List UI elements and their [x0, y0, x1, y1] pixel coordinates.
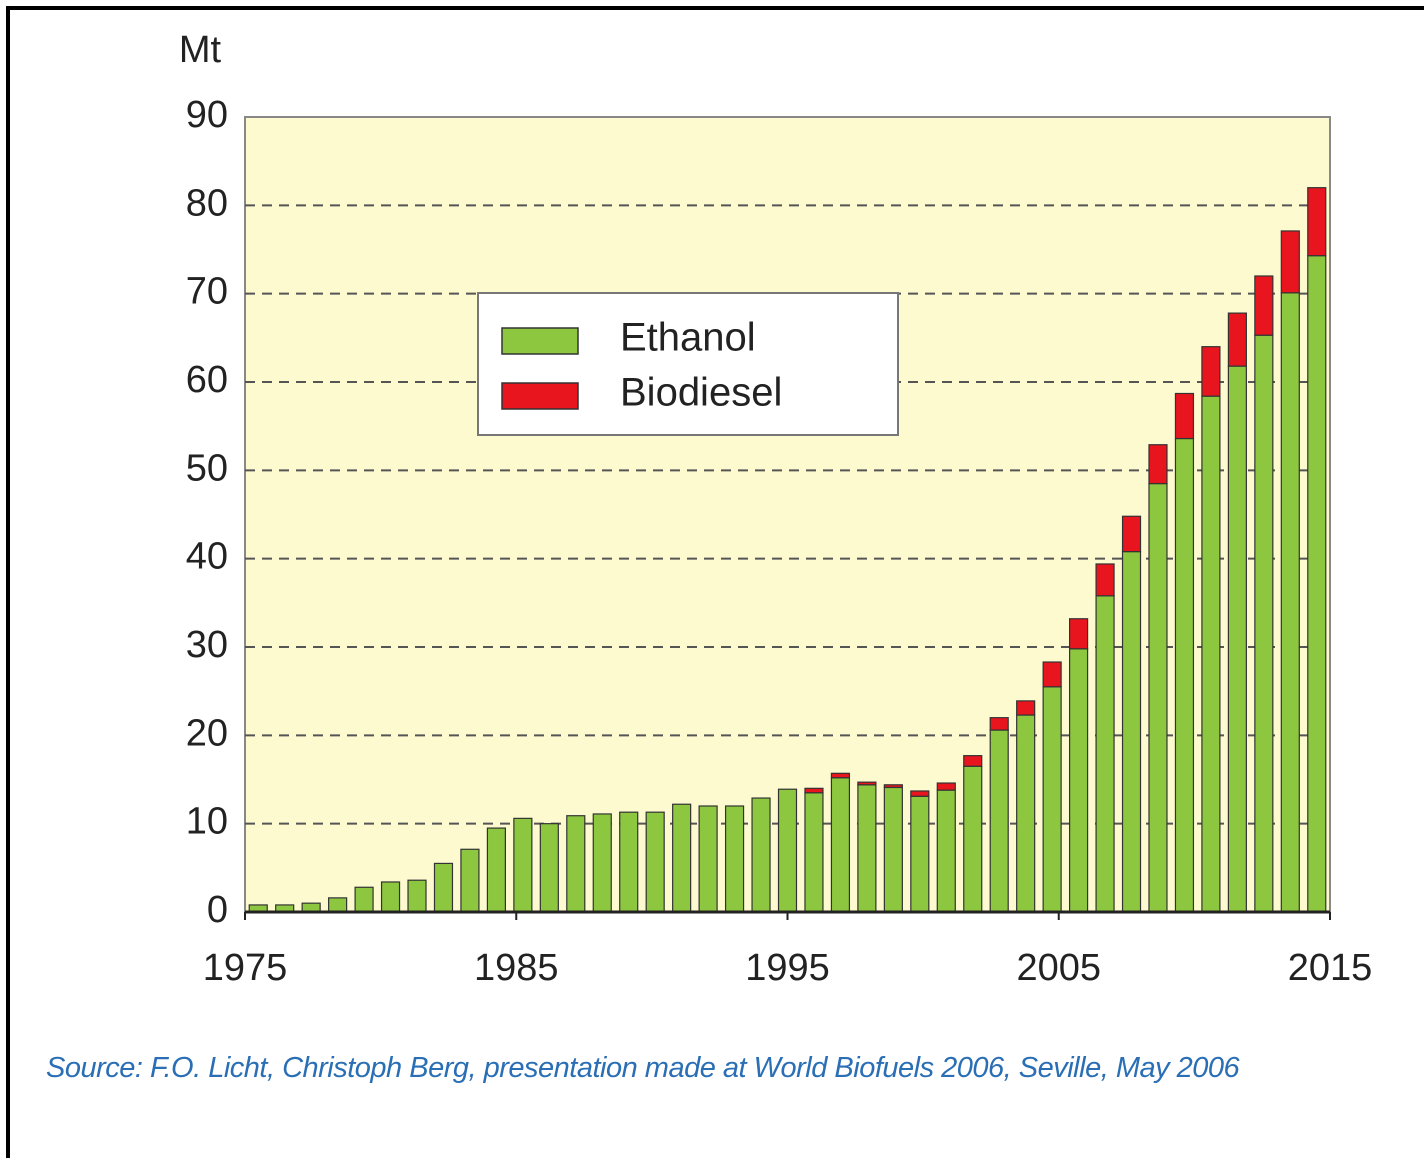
bar-segment [592, 813, 612, 913]
legend-swatch [501, 327, 579, 355]
y-axis-label: Mt [179, 29, 222, 71]
bar-segment [1174, 392, 1195, 440]
y-tick-label: 70 [186, 271, 228, 313]
bar-segment [1201, 346, 1221, 397]
x-tick-label: 1975 [203, 947, 288, 989]
y-tick-label: 80 [186, 182, 228, 224]
bar-segment [936, 782, 956, 791]
bar-segment [1016, 714, 1036, 913]
bar-segment [1095, 595, 1115, 913]
bar-segment [883, 784, 903, 789]
bar-segment [1280, 292, 1300, 913]
legend-swatch [501, 382, 579, 410]
bar-segment [963, 755, 983, 767]
bar-segment [1121, 550, 1142, 913]
bar-segment [989, 729, 1009, 913]
bar-segment [698, 805, 718, 913]
bar-segment [1227, 312, 1247, 367]
bar-segment [1280, 230, 1300, 294]
legend [477, 292, 899, 436]
bar-segment [883, 786, 903, 913]
bar-segment [936, 789, 956, 913]
bar-segment [857, 784, 877, 913]
bar-segment [777, 788, 798, 913]
bar-segment [1068, 618, 1089, 650]
bar-segment [354, 886, 374, 913]
bar-segment [1148, 444, 1168, 485]
bar-segment [910, 790, 930, 797]
bar-segment [724, 805, 745, 913]
bar-segment [328, 897, 348, 913]
bar-segment [1042, 661, 1062, 688]
bar-segment [407, 879, 427, 913]
bar-segment [804, 792, 824, 913]
frame [6, 6, 1424, 1158]
bar-segment [433, 862, 454, 913]
x-tick-label: 1995 [745, 947, 830, 989]
bar-segment [513, 817, 533, 913]
legend-label: Ethanol [620, 316, 756, 360]
bar-segment [1254, 334, 1274, 913]
bar-segment [619, 811, 639, 913]
source-note: Source: F.O. Licht, Christoph Berg, pres… [46, 1052, 1240, 1084]
bar-segment [751, 797, 771, 913]
x-tick-label: 2005 [1016, 947, 1101, 989]
bar-segment [1148, 482, 1168, 913]
bar-segment [989, 717, 1009, 731]
bar-segment [804, 787, 824, 794]
y-tick-label: 50 [186, 447, 228, 489]
bar-segment [539, 823, 559, 913]
bar-segment [1068, 648, 1089, 913]
bar-segment [910, 795, 930, 913]
bar-segment [1016, 700, 1036, 716]
y-tick-label: 20 [186, 712, 228, 754]
y-tick-label: 90 [186, 94, 228, 136]
bar-segment [1254, 275, 1274, 336]
y-tick-label: 40 [186, 536, 228, 578]
y-tick-label: 30 [186, 624, 228, 666]
bar-segment [963, 765, 983, 913]
bar-segment [1227, 365, 1247, 913]
bar-segment [1201, 395, 1221, 913]
bar-segment [857, 781, 877, 786]
y-tick-label: 60 [186, 359, 228, 401]
bar-segment [460, 848, 480, 913]
bar-segment [486, 827, 506, 913]
bar-segment [566, 815, 586, 913]
bar-segment [1307, 187, 1327, 257]
x-tick-label: 2015 [1288, 947, 1373, 989]
bar-segment [1095, 563, 1115, 597]
y-tick-label: 0 [207, 889, 228, 931]
bar-segment [830, 772, 851, 779]
bar-segment [1307, 255, 1327, 913]
bar-segment [645, 811, 665, 913]
x-tick-label: 1985 [474, 947, 559, 989]
y-tick-label: 10 [186, 801, 228, 843]
bar-segment [1042, 686, 1062, 913]
bar-segment [1174, 437, 1195, 913]
bar-segment [1121, 515, 1142, 553]
bar-segment [830, 777, 851, 913]
bar-segment [380, 881, 401, 913]
bar-segment [672, 803, 692, 913]
legend-label: Biodiesel [620, 371, 782, 415]
